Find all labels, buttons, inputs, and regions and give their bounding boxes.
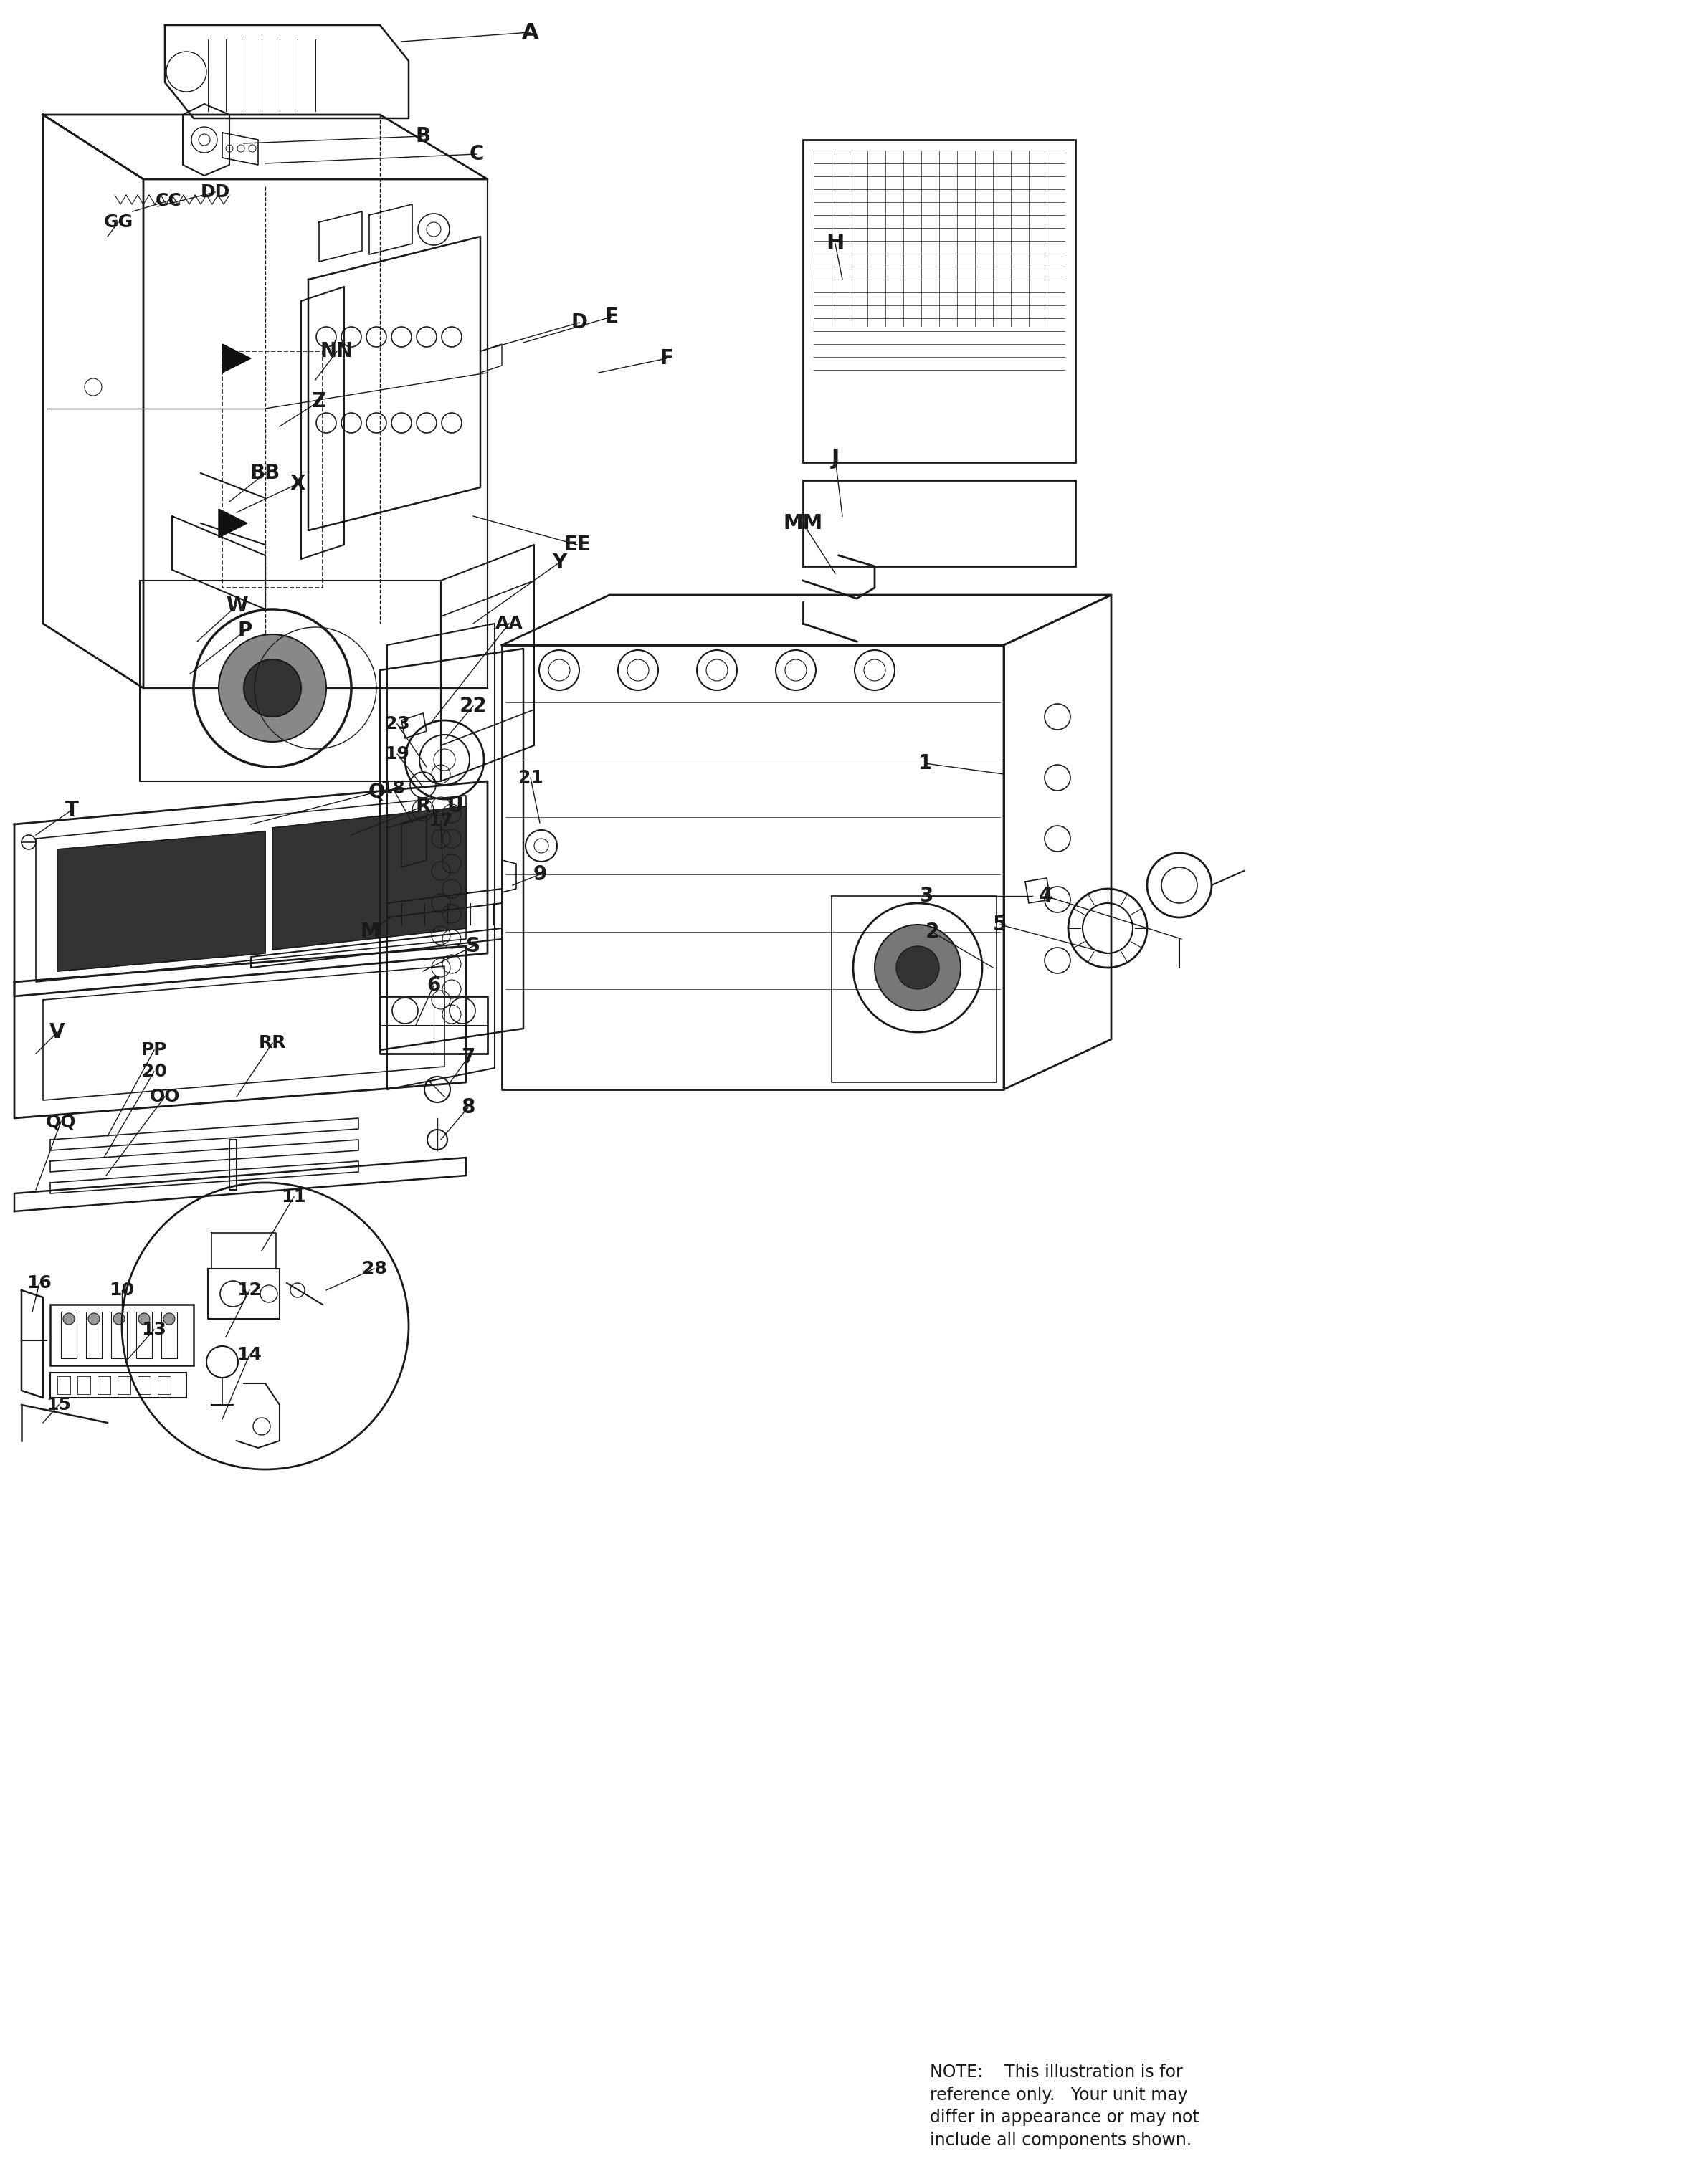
Bar <box>50 1372 186 1398</box>
Text: CC: CC <box>155 192 181 210</box>
Text: U: U <box>447 797 463 817</box>
Text: 8: 8 <box>461 1096 475 1118</box>
Bar <box>160 1313 178 1358</box>
Text: J: J <box>831 448 840 470</box>
Bar <box>61 1313 77 1358</box>
Text: EE: EE <box>563 535 591 555</box>
Text: 22: 22 <box>459 697 486 716</box>
Text: 15: 15 <box>46 1396 72 1413</box>
Text: 1: 1 <box>918 753 932 773</box>
Bar <box>157 1376 171 1393</box>
Text: 28: 28 <box>362 1260 387 1278</box>
Circle shape <box>113 1313 125 1324</box>
Text: 17: 17 <box>428 812 454 830</box>
Bar <box>50 1304 193 1365</box>
Bar <box>118 1376 130 1393</box>
Text: NOTE:    This illustration is for
reference only.   Your unit may
differ in appe: NOTE: This illustration is for reference… <box>930 2064 1200 2149</box>
Text: 4: 4 <box>1038 887 1052 906</box>
Text: T: T <box>65 799 79 819</box>
Text: 10: 10 <box>109 1282 135 1299</box>
Circle shape <box>218 633 326 743</box>
Text: RR: RR <box>259 1035 287 1051</box>
Text: F: F <box>661 349 674 369</box>
Circle shape <box>244 660 300 716</box>
Text: DD: DD <box>200 183 230 201</box>
Circle shape <box>89 1313 99 1324</box>
Text: 23: 23 <box>384 716 410 732</box>
Polygon shape <box>222 345 251 373</box>
Text: D: D <box>572 312 587 332</box>
Text: R: R <box>415 797 430 817</box>
Bar <box>85 1313 102 1358</box>
Text: 20: 20 <box>142 1064 167 1081</box>
Text: MM: MM <box>784 513 823 533</box>
Text: 16: 16 <box>27 1275 51 1291</box>
Text: AA: AA <box>495 616 522 631</box>
Text: GG: GG <box>104 214 133 232</box>
Circle shape <box>874 924 961 1011</box>
Bar <box>97 1376 111 1393</box>
Text: V: V <box>50 1022 65 1042</box>
Text: P: P <box>237 620 253 640</box>
Text: W: W <box>225 596 248 616</box>
Text: 12: 12 <box>237 1282 261 1299</box>
Text: C: C <box>469 144 485 164</box>
Text: E: E <box>604 306 618 328</box>
Text: OO: OO <box>150 1088 181 1105</box>
Text: H: H <box>826 234 845 253</box>
Text: 13: 13 <box>142 1321 167 1339</box>
Bar <box>137 1313 152 1358</box>
Text: NN: NN <box>321 341 353 360</box>
Text: 2: 2 <box>925 922 939 941</box>
Bar <box>802 480 1075 566</box>
Circle shape <box>896 946 939 989</box>
Bar <box>802 140 1075 463</box>
Polygon shape <box>58 832 265 972</box>
Bar <box>111 1313 126 1358</box>
Bar <box>58 1376 70 1393</box>
Circle shape <box>164 1313 174 1324</box>
Text: 9: 9 <box>533 865 546 885</box>
Text: Z: Z <box>312 391 326 411</box>
Circle shape <box>138 1313 150 1324</box>
Text: 3: 3 <box>920 887 934 906</box>
Text: 7: 7 <box>461 1046 475 1068</box>
Text: A: A <box>522 22 539 44</box>
Text: X: X <box>290 474 306 494</box>
Text: S: S <box>466 937 480 957</box>
Text: M: M <box>360 922 381 941</box>
Text: Q: Q <box>369 782 384 802</box>
Text: 5: 5 <box>993 915 1007 935</box>
Text: 19: 19 <box>384 745 410 762</box>
Text: 21: 21 <box>517 769 543 786</box>
Bar <box>77 1376 90 1393</box>
Text: 6: 6 <box>427 976 440 996</box>
Text: PP: PP <box>142 1042 167 1059</box>
Polygon shape <box>218 509 248 537</box>
Text: QQ: QQ <box>46 1114 77 1131</box>
Text: 14: 14 <box>237 1345 261 1363</box>
Text: BB: BB <box>251 463 280 483</box>
Polygon shape <box>273 806 466 950</box>
Circle shape <box>63 1313 75 1324</box>
Text: 18: 18 <box>381 780 405 797</box>
Bar <box>138 1376 150 1393</box>
Text: 11: 11 <box>282 1188 307 1206</box>
Text: Y: Y <box>551 553 567 572</box>
Text: B: B <box>415 127 430 146</box>
